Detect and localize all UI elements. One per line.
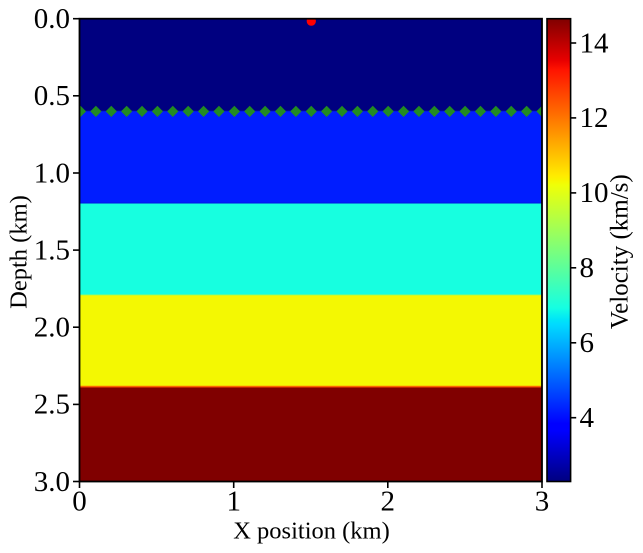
svg-text:0: 0 <box>72 486 87 518</box>
svg-text:8: 8 <box>580 252 595 284</box>
svg-text:2.0: 2.0 <box>34 312 70 344</box>
svg-text:Depth (km): Depth (km) <box>6 195 33 309</box>
svg-text:2.5: 2.5 <box>34 389 70 421</box>
svg-text:3.0: 3.0 <box>34 466 70 498</box>
svg-text:0.0: 0.0 <box>34 3 70 35</box>
svg-text:10: 10 <box>580 177 609 209</box>
svg-text:1: 1 <box>226 486 241 518</box>
svg-text:1.5: 1.5 <box>34 234 70 266</box>
svg-text:2: 2 <box>381 486 396 518</box>
svg-text:X position (km): X position (km) <box>233 518 390 545</box>
svg-text:14: 14 <box>580 27 610 59</box>
svg-text:12: 12 <box>580 102 609 134</box>
svg-text:3: 3 <box>535 486 550 518</box>
svg-text:4: 4 <box>580 402 595 434</box>
svg-text:1.0: 1.0 <box>34 157 70 189</box>
svg-text:Velocity (km/s): Velocity (km/s) <box>607 174 634 329</box>
svg-text:6: 6 <box>580 327 595 359</box>
svg-text:0.5: 0.5 <box>34 80 70 112</box>
